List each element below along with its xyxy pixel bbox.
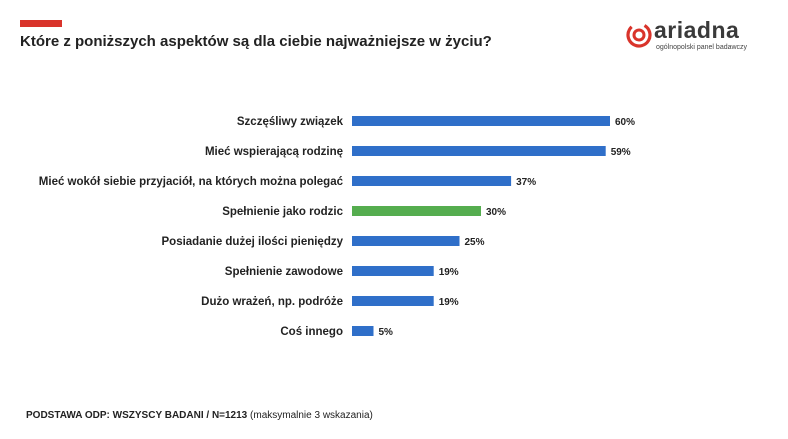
value-label: 30% <box>486 207 506 218</box>
chart-title: Które z poniższych aspektów są dla ciebi… <box>20 33 492 50</box>
category-label: Szczęśliwy związek <box>237 116 344 128</box>
value-label: 5% <box>379 327 394 338</box>
bar <box>352 326 374 336</box>
category-label: Mieć wokół siebie przyjaciół, na których… <box>39 176 344 188</box>
bar <box>352 176 512 186</box>
category-label: Dużo wrażeń, np. podróże <box>201 296 343 308</box>
category-label: Mieć wspierającą rodzinę <box>205 146 343 158</box>
value-label: 19% <box>439 297 459 308</box>
category-label: Spełnienie zawodowe <box>225 266 343 278</box>
logo-tagline: ogólnopolski panel badawczy <box>656 44 748 51</box>
footer-base: PODSTAWA ODP: WSZYSCY BADANI / N=1213 <box>26 410 248 421</box>
ariadna-logo-icon <box>626 22 652 48</box>
footer-note: (maksymalnie 3 wskazania) <box>250 410 373 421</box>
bar <box>352 146 606 156</box>
value-label: 37% <box>516 177 536 188</box>
footer: PODSTAWA ODP: WSZYSCY BADANI / N=1213 (m… <box>26 410 373 421</box>
category-label: Spełnienie jako rodzic <box>222 206 343 218</box>
bar <box>352 296 434 306</box>
value-label: 19% <box>439 267 459 278</box>
value-label: 59% <box>611 147 631 158</box>
bar <box>352 266 434 276</box>
category-label: Coś innego <box>280 326 343 338</box>
category-label: Posiadanie dużej ilości pieniędzy <box>162 236 344 248</box>
value-label: 25% <box>465 237 485 248</box>
ariadna-logo: ariadna ogólnopolski panel badawczy <box>626 17 776 54</box>
logo-name: ariadna <box>654 17 740 43</box>
bar <box>352 206 481 216</box>
bar <box>352 116 610 126</box>
bar <box>352 236 460 246</box>
value-label: 60% <box>615 117 635 128</box>
accent-bar <box>20 20 62 27</box>
